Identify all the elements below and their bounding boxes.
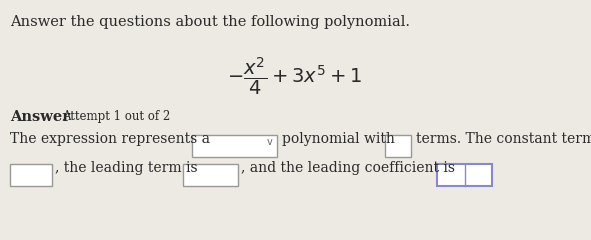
Text: Answer the questions about the following polynomial.: Answer the questions about the following… <box>10 15 410 29</box>
Text: , the leading term is: , the leading term is <box>55 161 197 175</box>
FancyBboxPatch shape <box>437 164 492 186</box>
FancyBboxPatch shape <box>10 164 52 186</box>
Text: , and the leading coefficient is: , and the leading coefficient is <box>241 161 455 175</box>
Text: Answer: Answer <box>10 110 70 124</box>
Text: The expression represents a: The expression represents a <box>10 132 210 146</box>
Text: polynomial with: polynomial with <box>282 132 395 146</box>
FancyBboxPatch shape <box>183 164 238 186</box>
Text: Attempt 1 out of 2: Attempt 1 out of 2 <box>62 110 170 123</box>
Text: v: v <box>267 137 272 147</box>
FancyBboxPatch shape <box>385 135 411 157</box>
Text: terms. The constant term is: terms. The constant term is <box>416 132 591 146</box>
FancyBboxPatch shape <box>192 135 277 157</box>
Text: $-\dfrac{x^2}{4}+3x^5+1$: $-\dfrac{x^2}{4}+3x^5+1$ <box>228 55 362 97</box>
